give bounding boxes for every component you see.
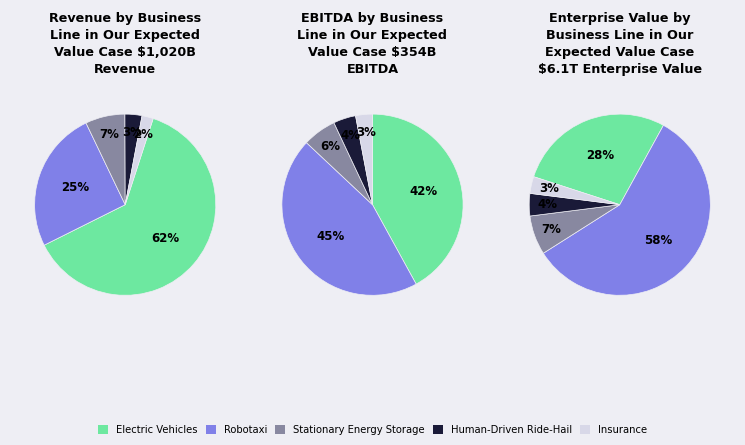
Text: 45%: 45%: [317, 231, 345, 243]
Wedge shape: [334, 116, 372, 205]
Wedge shape: [86, 114, 125, 205]
Text: 3%: 3%: [356, 126, 375, 139]
Text: 4%: 4%: [537, 198, 557, 211]
Legend: Electric Vehicles, Robotaxi, Stationary Energy Storage, Human-Driven Ride-Hail, : Electric Vehicles, Robotaxi, Stationary …: [93, 420, 652, 440]
Wedge shape: [44, 118, 216, 295]
Text: 7%: 7%: [542, 223, 562, 236]
Text: 28%: 28%: [586, 150, 615, 162]
Wedge shape: [355, 114, 372, 205]
Text: 42%: 42%: [409, 185, 437, 198]
Wedge shape: [34, 123, 125, 245]
Wedge shape: [125, 116, 153, 205]
Wedge shape: [543, 125, 711, 295]
Wedge shape: [372, 114, 463, 284]
Text: 25%: 25%: [61, 181, 89, 194]
Title: Revenue by Business
Line in Our Expected
Value Case $1,020B
Revenue: Revenue by Business Line in Our Expected…: [49, 12, 201, 76]
Title: EBITDA by Business
Line in Our Expected
Value Case $354B
EBITDA: EBITDA by Business Line in Our Expected …: [297, 12, 448, 76]
Title: Enterprise Value by
Business Line in Our
Expected Value Case
$6.1T Enterprise Va: Enterprise Value by Business Line in Our…: [538, 12, 702, 76]
Text: 7%: 7%: [99, 128, 119, 141]
Text: 2%: 2%: [133, 128, 153, 141]
Text: 62%: 62%: [151, 232, 179, 246]
Text: 3%: 3%: [539, 182, 559, 195]
Wedge shape: [530, 205, 620, 253]
Text: 3%: 3%: [122, 126, 142, 139]
Wedge shape: [282, 143, 416, 295]
Wedge shape: [530, 177, 620, 205]
Wedge shape: [533, 114, 664, 205]
Wedge shape: [306, 123, 372, 205]
Text: 58%: 58%: [644, 234, 672, 247]
Wedge shape: [529, 193, 620, 216]
Text: 4%: 4%: [340, 129, 360, 142]
Text: 6%: 6%: [320, 140, 340, 153]
Wedge shape: [125, 114, 142, 205]
